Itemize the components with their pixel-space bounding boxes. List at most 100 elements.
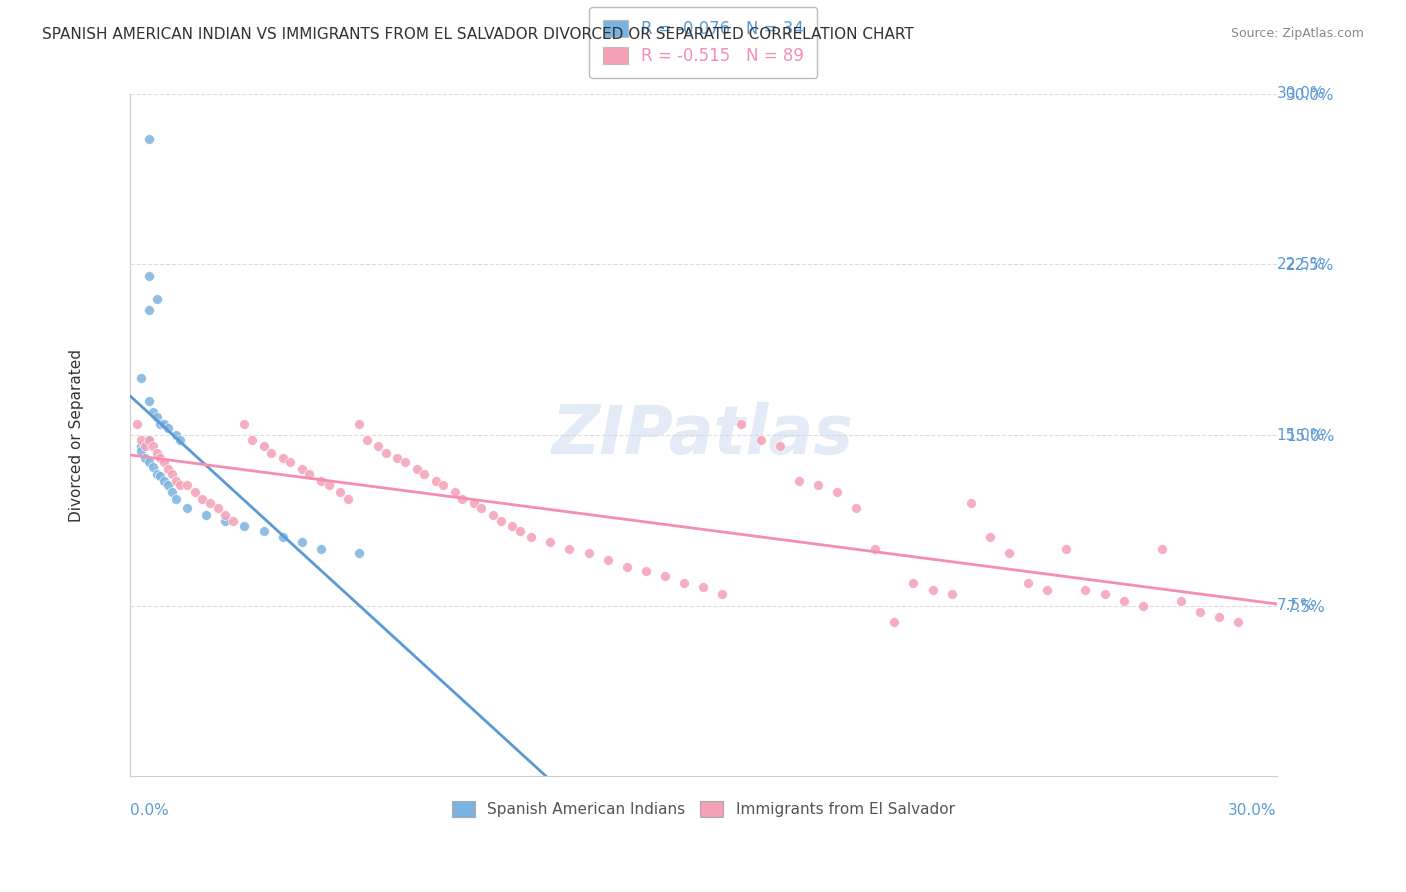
Point <box>142 405 165 419</box>
Point <box>169 433 191 447</box>
Text: Source: ZipAtlas.com: Source: ZipAtlas.com <box>1230 27 1364 40</box>
Point <box>501 519 523 533</box>
Point <box>1094 587 1116 601</box>
Text: 0.0%: 0.0% <box>129 804 169 819</box>
Point <box>145 467 167 481</box>
Point <box>356 433 378 447</box>
Point <box>329 484 352 499</box>
Point <box>807 478 830 492</box>
Point <box>157 462 180 476</box>
Point <box>482 508 505 522</box>
Point <box>336 491 359 506</box>
Point <box>959 496 981 510</box>
Point <box>941 587 963 601</box>
Point <box>298 467 321 481</box>
Point <box>578 546 600 560</box>
Point <box>157 478 180 492</box>
Point <box>654 569 676 583</box>
Text: 30.0%: 30.0% <box>1277 87 1324 102</box>
Point <box>165 428 187 442</box>
Point <box>998 546 1021 560</box>
Point <box>405 462 427 476</box>
Point <box>1112 594 1135 608</box>
Point <box>425 474 447 488</box>
Point <box>198 496 221 510</box>
Point <box>432 478 454 492</box>
Point <box>1132 599 1154 613</box>
Point <box>692 581 714 595</box>
Point <box>291 535 314 549</box>
Point <box>134 439 156 453</box>
Point <box>176 478 198 492</box>
Point <box>127 417 149 431</box>
Point <box>367 439 389 453</box>
Point <box>129 371 152 385</box>
Point <box>184 484 207 499</box>
Point <box>558 541 581 556</box>
Point <box>160 467 183 481</box>
Point <box>921 582 943 597</box>
Point <box>149 469 172 483</box>
Point <box>673 575 696 590</box>
Point <box>1227 615 1250 629</box>
Point <box>129 444 152 458</box>
Point <box>347 417 370 431</box>
Point <box>509 524 531 538</box>
Point <box>195 508 218 522</box>
Point <box>443 484 465 499</box>
Point <box>165 491 187 506</box>
Point <box>538 535 561 549</box>
Point <box>252 439 274 453</box>
Point <box>749 433 772 447</box>
Point <box>1150 541 1173 556</box>
Point <box>134 450 156 465</box>
Text: 22.5%: 22.5% <box>1277 257 1324 272</box>
Point <box>309 541 332 556</box>
Point <box>222 515 245 529</box>
Point <box>489 515 512 529</box>
Point <box>138 455 160 469</box>
Point <box>616 560 638 574</box>
Point <box>129 433 152 447</box>
Point <box>711 587 734 601</box>
Point <box>138 393 160 408</box>
Point <box>347 546 370 560</box>
Point <box>207 500 229 515</box>
Point <box>1208 610 1230 624</box>
Point <box>979 530 1001 544</box>
Point <box>309 474 332 488</box>
Point <box>252 524 274 538</box>
Point <box>142 439 165 453</box>
Point <box>730 417 752 431</box>
Point <box>520 530 543 544</box>
Point <box>374 446 396 460</box>
Point <box>149 450 172 465</box>
Point <box>138 433 160 447</box>
Point <box>883 615 905 629</box>
Point <box>138 433 160 447</box>
Point <box>149 417 172 431</box>
Point <box>596 553 619 567</box>
Point <box>145 409 167 424</box>
Point <box>271 530 294 544</box>
Point <box>145 446 167 460</box>
Point <box>787 474 810 488</box>
Text: Divorced or Separated: Divorced or Separated <box>69 349 84 522</box>
Point <box>233 519 256 533</box>
Point <box>1074 582 1097 597</box>
Point <box>1189 606 1212 620</box>
Point <box>470 500 492 515</box>
Point <box>153 455 176 469</box>
Point <box>169 478 191 492</box>
Point <box>260 446 283 460</box>
Point <box>463 496 485 510</box>
Point <box>240 433 263 447</box>
Point <box>634 565 657 579</box>
Point <box>129 439 152 453</box>
Point <box>138 268 160 283</box>
Text: ZIPatlas: ZIPatlas <box>553 402 855 468</box>
Point <box>863 541 886 556</box>
Point <box>214 515 236 529</box>
Point <box>233 417 256 431</box>
Text: SPANISH AMERICAN INDIAN VS IMMIGRANTS FROM EL SALVADOR DIVORCED OR SEPARATED COR: SPANISH AMERICAN INDIAN VS IMMIGRANTS FR… <box>42 27 914 42</box>
